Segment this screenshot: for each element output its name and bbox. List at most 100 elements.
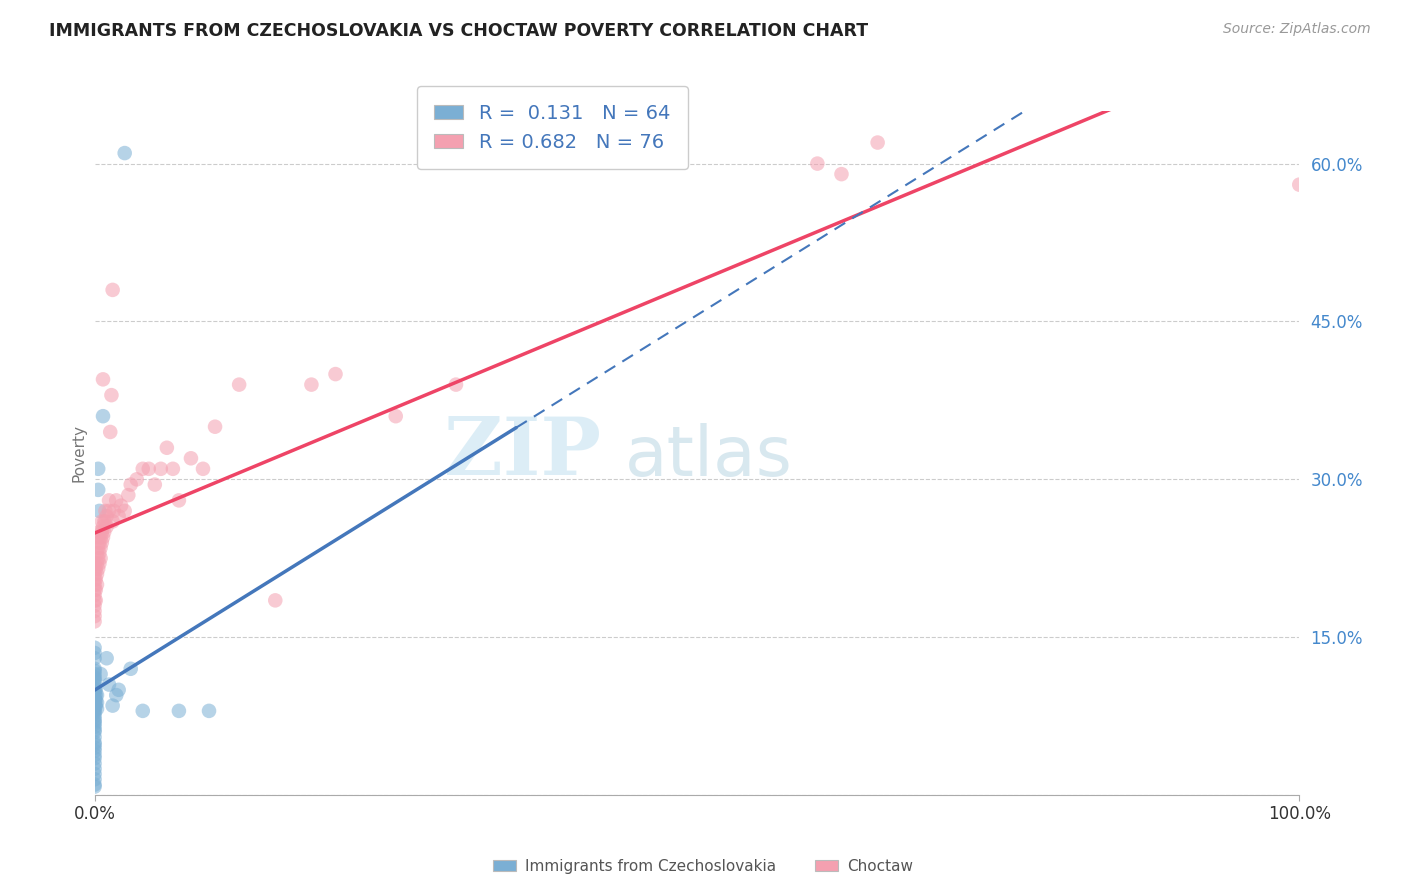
Point	[83, 593, 105, 607]
Point	[84, 562, 107, 576]
Point	[264, 593, 287, 607]
Point	[89, 535, 111, 549]
Point	[98, 504, 121, 518]
Point	[84, 688, 107, 702]
Point	[100, 388, 122, 402]
Point	[83, 756, 105, 771]
Point	[167, 493, 190, 508]
Point	[90, 530, 112, 544]
Point	[83, 716, 105, 731]
Point	[83, 712, 105, 726]
Point	[120, 662, 142, 676]
Point	[101, 283, 124, 297]
Point	[86, 695, 108, 709]
Point	[83, 723, 105, 737]
Point	[83, 667, 105, 681]
Point	[101, 515, 124, 529]
Point	[830, 167, 852, 181]
Point	[83, 735, 105, 749]
Point	[94, 515, 117, 529]
Y-axis label: Poverty: Poverty	[72, 424, 86, 482]
Point	[89, 524, 111, 539]
Point	[87, 562, 110, 576]
Point	[156, 441, 179, 455]
Point	[83, 572, 105, 586]
Point	[866, 136, 889, 150]
Point	[83, 772, 105, 787]
Point	[138, 462, 160, 476]
Point	[105, 688, 128, 702]
Point	[83, 730, 105, 744]
Point	[444, 377, 467, 392]
Point	[191, 462, 214, 476]
Point	[198, 704, 221, 718]
Point	[125, 472, 148, 486]
Point	[83, 588, 105, 602]
Point	[84, 582, 107, 597]
Point	[83, 720, 105, 734]
Point	[83, 704, 105, 718]
Point	[98, 677, 121, 691]
Point	[96, 651, 118, 665]
Point	[91, 409, 114, 424]
Point	[83, 599, 105, 613]
Point	[86, 557, 108, 571]
Point	[83, 714, 105, 729]
Point	[83, 674, 105, 689]
Point	[84, 682, 107, 697]
Point	[83, 681, 105, 695]
Point	[83, 604, 105, 618]
Text: Source: ZipAtlas.com: Source: ZipAtlas.com	[1223, 22, 1371, 37]
Point	[83, 673, 105, 687]
Point	[83, 609, 105, 624]
Point	[83, 751, 105, 765]
Point	[96, 519, 118, 533]
Point	[114, 146, 136, 161]
Point	[87, 462, 110, 476]
Point	[83, 738, 105, 752]
Point	[90, 535, 112, 549]
Point	[89, 504, 111, 518]
Point	[86, 567, 108, 582]
Point	[83, 780, 105, 794]
Point	[91, 372, 114, 386]
Point	[93, 515, 115, 529]
Point	[83, 725, 105, 739]
Point	[83, 747, 105, 762]
Point	[83, 615, 105, 629]
Point	[83, 582, 105, 597]
Point	[1288, 178, 1310, 192]
Point	[96, 509, 118, 524]
Point	[84, 698, 107, 713]
Point	[83, 664, 105, 678]
Text: IMMIGRANTS FROM CZECHOSLOVAKIA VS CHOCTAW POVERTY CORRELATION CHART: IMMIGRANTS FROM CZECHOSLOVAKIA VS CHOCTA…	[49, 22, 869, 40]
Point	[84, 572, 107, 586]
Point	[83, 691, 105, 706]
Point	[90, 515, 112, 529]
Point	[83, 695, 105, 709]
Point	[84, 693, 107, 707]
Point	[89, 557, 111, 571]
Point	[101, 698, 124, 713]
Legend: R =  0.131   N = 64, R = 0.682   N = 76: R = 0.131 N = 64, R = 0.682 N = 76	[416, 87, 688, 169]
Point	[110, 499, 132, 513]
Point	[204, 419, 226, 434]
Point	[83, 682, 105, 697]
Point	[83, 688, 105, 702]
Point	[120, 477, 142, 491]
Point	[89, 546, 111, 560]
Point	[91, 530, 114, 544]
Point	[325, 367, 347, 381]
Point	[83, 557, 105, 571]
Point	[83, 767, 105, 781]
Point	[299, 377, 322, 392]
Point	[83, 640, 105, 655]
Point	[149, 462, 172, 476]
Point	[83, 702, 105, 716]
Point	[384, 409, 406, 424]
Point	[83, 670, 105, 684]
Point	[86, 577, 108, 591]
Point	[107, 682, 129, 697]
Point	[84, 593, 107, 607]
Point	[83, 698, 105, 713]
